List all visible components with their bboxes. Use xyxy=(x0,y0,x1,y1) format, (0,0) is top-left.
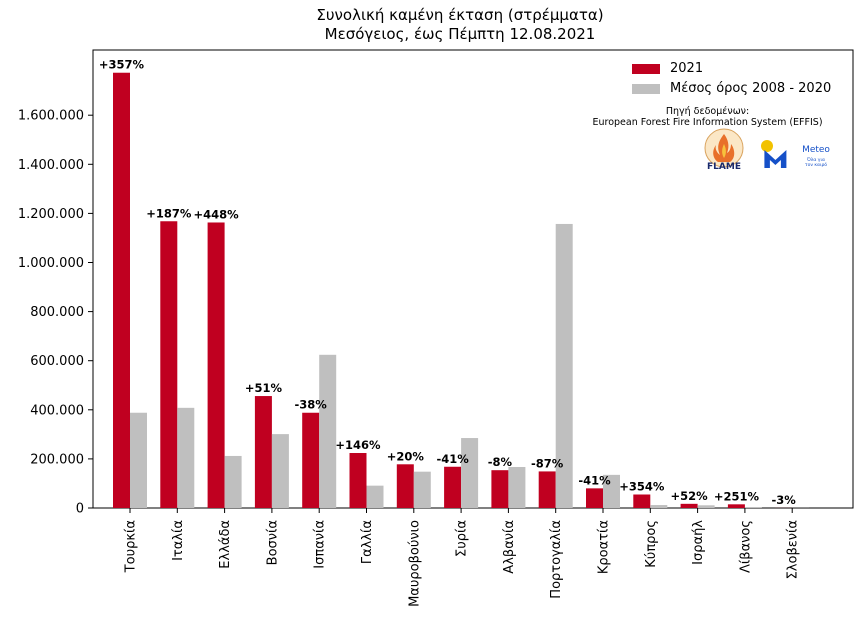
meteo-logo: Meteo Όλα για τον καιρό xyxy=(761,140,830,168)
bar-average xyxy=(177,407,195,508)
flame-logo-text: FLAME xyxy=(707,162,741,172)
legend-swatch-average xyxy=(632,83,660,94)
x-tick-label: Πορτογαλία xyxy=(549,520,564,599)
x-tick-label: Ισπανία xyxy=(313,520,328,569)
y-tick-label: 1.000.000 xyxy=(18,256,84,271)
bar-2021 xyxy=(254,396,272,508)
legend-label-average: Μέσος όρος 2008 - 2020 xyxy=(670,81,832,96)
change-annotation: +357% xyxy=(99,58,145,72)
bar-average xyxy=(603,474,620,508)
x-tick-label: Βοσνία xyxy=(265,520,280,565)
bar-2021 xyxy=(113,72,130,508)
bar-average xyxy=(130,412,147,508)
bar-average xyxy=(413,471,431,508)
change-annotation: -87% xyxy=(531,456,564,470)
bar-2021 xyxy=(586,488,603,508)
y-tick-label: 600.000 xyxy=(30,354,84,369)
data-source-note: Πηγή δεδομένων: European Forest Fire Inf… xyxy=(565,106,850,128)
legend-label-2021: 2021 xyxy=(670,61,704,76)
change-annotation: -3% xyxy=(772,493,797,507)
meteo-tagline-2: τον καιρό xyxy=(805,161,827,168)
y-tick-label: 1.600.000 xyxy=(18,109,84,124)
change-annotation: +354% xyxy=(619,479,665,493)
bar-2021 xyxy=(538,471,556,508)
x-tick-label: Ελλάδα xyxy=(218,520,233,569)
bar-2021 xyxy=(727,504,745,508)
bar-average xyxy=(650,505,668,508)
bar-average xyxy=(224,455,242,508)
bar-2021 xyxy=(491,470,509,508)
y-tick-label: 1.200.000 xyxy=(18,207,84,222)
change-annotation: -41% xyxy=(578,473,611,487)
y-tick-label: 400.000 xyxy=(30,403,84,418)
x-tick-label: Ισραήλ xyxy=(691,520,706,565)
x-tick-label: Ιταλία xyxy=(171,520,186,561)
legend-item-average: Μέσος όρος 2008 - 2020 xyxy=(632,81,831,96)
x-tick-label: Μαυροβούνιο xyxy=(407,520,422,607)
x-tick-label: Συρία xyxy=(455,520,470,557)
bar-2021 xyxy=(207,222,225,508)
x-tick-label: Κύπρος xyxy=(644,520,659,568)
x-tick-label: Κροατία xyxy=(597,520,612,574)
change-annotation: +251% xyxy=(714,489,760,503)
x-tick-label: Σλοβενία xyxy=(786,520,801,579)
bar-average xyxy=(366,485,384,508)
bar-2021 xyxy=(680,503,698,508)
change-annotation: +146% xyxy=(335,438,381,452)
change-annotation: +20% xyxy=(387,449,425,463)
y-tick-label: 0 xyxy=(76,502,84,517)
change-annotation: +51% xyxy=(245,381,283,395)
bar-average xyxy=(461,438,479,508)
meteo-tagline-1: Όλα για xyxy=(806,156,825,163)
legend-item-2021: 2021 xyxy=(632,61,703,76)
change-annotation: +448% xyxy=(194,207,240,221)
source-label: Πηγή δεδομένων: xyxy=(665,106,750,117)
source-name: European Forest Fire Information System … xyxy=(592,117,823,128)
change-annotation: -38% xyxy=(295,398,328,412)
change-annotation: -8% xyxy=(488,455,513,469)
legend-swatch-2021 xyxy=(632,63,660,74)
bar-average xyxy=(508,467,526,508)
y-tick-label: 1.400.000 xyxy=(18,158,84,173)
bar-2021 xyxy=(349,453,367,508)
flame-logo: FLAME xyxy=(704,128,744,172)
chart-title: Συνολική καμένη έκταση (στρέμματα) xyxy=(316,6,604,24)
change-annotation: +187% xyxy=(146,206,192,220)
change-annotation: +52% xyxy=(671,489,709,503)
bar-2021 xyxy=(396,464,414,508)
bar-2021 xyxy=(160,221,178,509)
y-tick-label: 200.000 xyxy=(30,452,84,467)
x-tick-label: Αλβανία xyxy=(502,520,517,574)
x-tick-label: Γαλλία xyxy=(360,520,375,564)
bar-average xyxy=(319,354,337,508)
bar-average xyxy=(271,434,289,508)
bar-average xyxy=(697,505,715,508)
bar-average xyxy=(555,223,573,509)
bar-2021 xyxy=(444,466,462,508)
bar-2021 xyxy=(302,412,320,508)
change-annotation: -41% xyxy=(436,452,469,466)
bar-2021 xyxy=(633,494,651,508)
x-tick-label: Τουρκία xyxy=(124,520,139,573)
y-tick-label: 800.000 xyxy=(30,305,84,320)
meteo-logo-text: Meteo xyxy=(802,145,830,155)
chart-subtitle: Μεσόγειος, έως Πέμπτη 12.08.2021 xyxy=(324,25,596,43)
x-tick-label: Λίβανος xyxy=(738,520,753,573)
bar-average xyxy=(744,507,762,508)
